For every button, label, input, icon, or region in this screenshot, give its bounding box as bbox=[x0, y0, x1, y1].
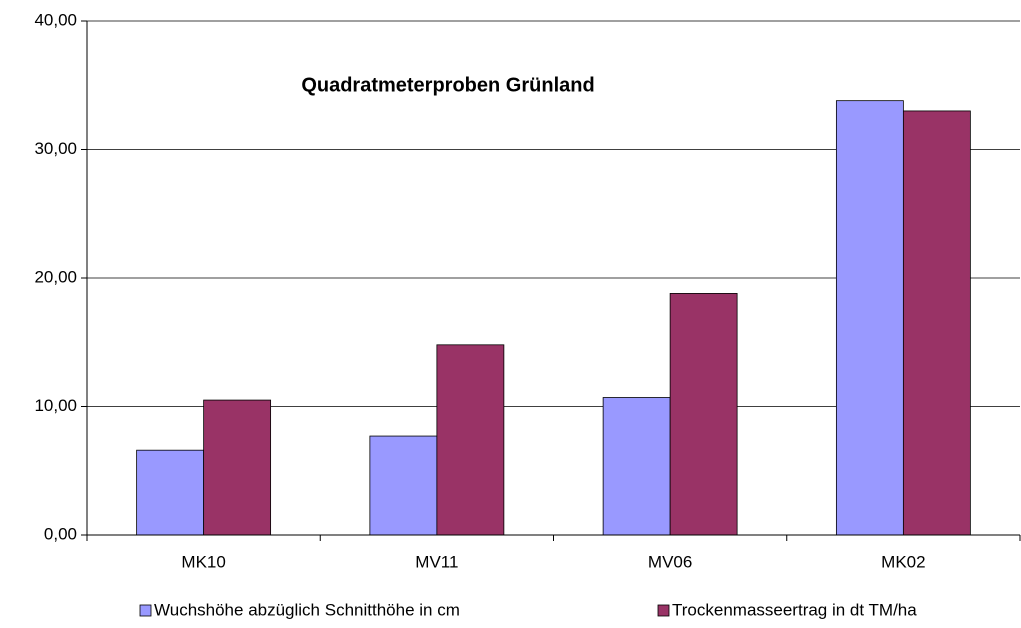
bar bbox=[602, 397, 671, 536]
x-tick-label: MV06 bbox=[648, 552, 692, 571]
x-tick-label: MV11 bbox=[415, 552, 458, 571]
legend-swatch bbox=[657, 604, 670, 617]
bar bbox=[136, 449, 205, 536]
bar bbox=[835, 100, 904, 536]
bar bbox=[902, 110, 971, 536]
x-tick-label: MK02 bbox=[881, 552, 925, 571]
legend-swatch bbox=[139, 604, 152, 617]
y-tick-label: 20,00 bbox=[34, 267, 77, 286]
legend-label: Trockenmasseertrag in dt TM/ha bbox=[672, 600, 917, 619]
bar bbox=[203, 399, 272, 536]
y-tick-label: 40,00 bbox=[34, 10, 77, 29]
y-tick-label: 10,00 bbox=[34, 396, 77, 415]
chart-title: Quadratmeterproben Grünland bbox=[301, 74, 594, 96]
bar bbox=[436, 344, 505, 536]
y-tick-label: 30,00 bbox=[34, 139, 77, 158]
x-tick-label: MK10 bbox=[181, 552, 225, 571]
bar bbox=[369, 435, 438, 536]
y-tick-label: 0,00 bbox=[44, 524, 77, 543]
bar bbox=[669, 293, 738, 536]
legend-label: Wuchshöhe abzüglich Schnitthöhe in cm bbox=[154, 600, 460, 619]
